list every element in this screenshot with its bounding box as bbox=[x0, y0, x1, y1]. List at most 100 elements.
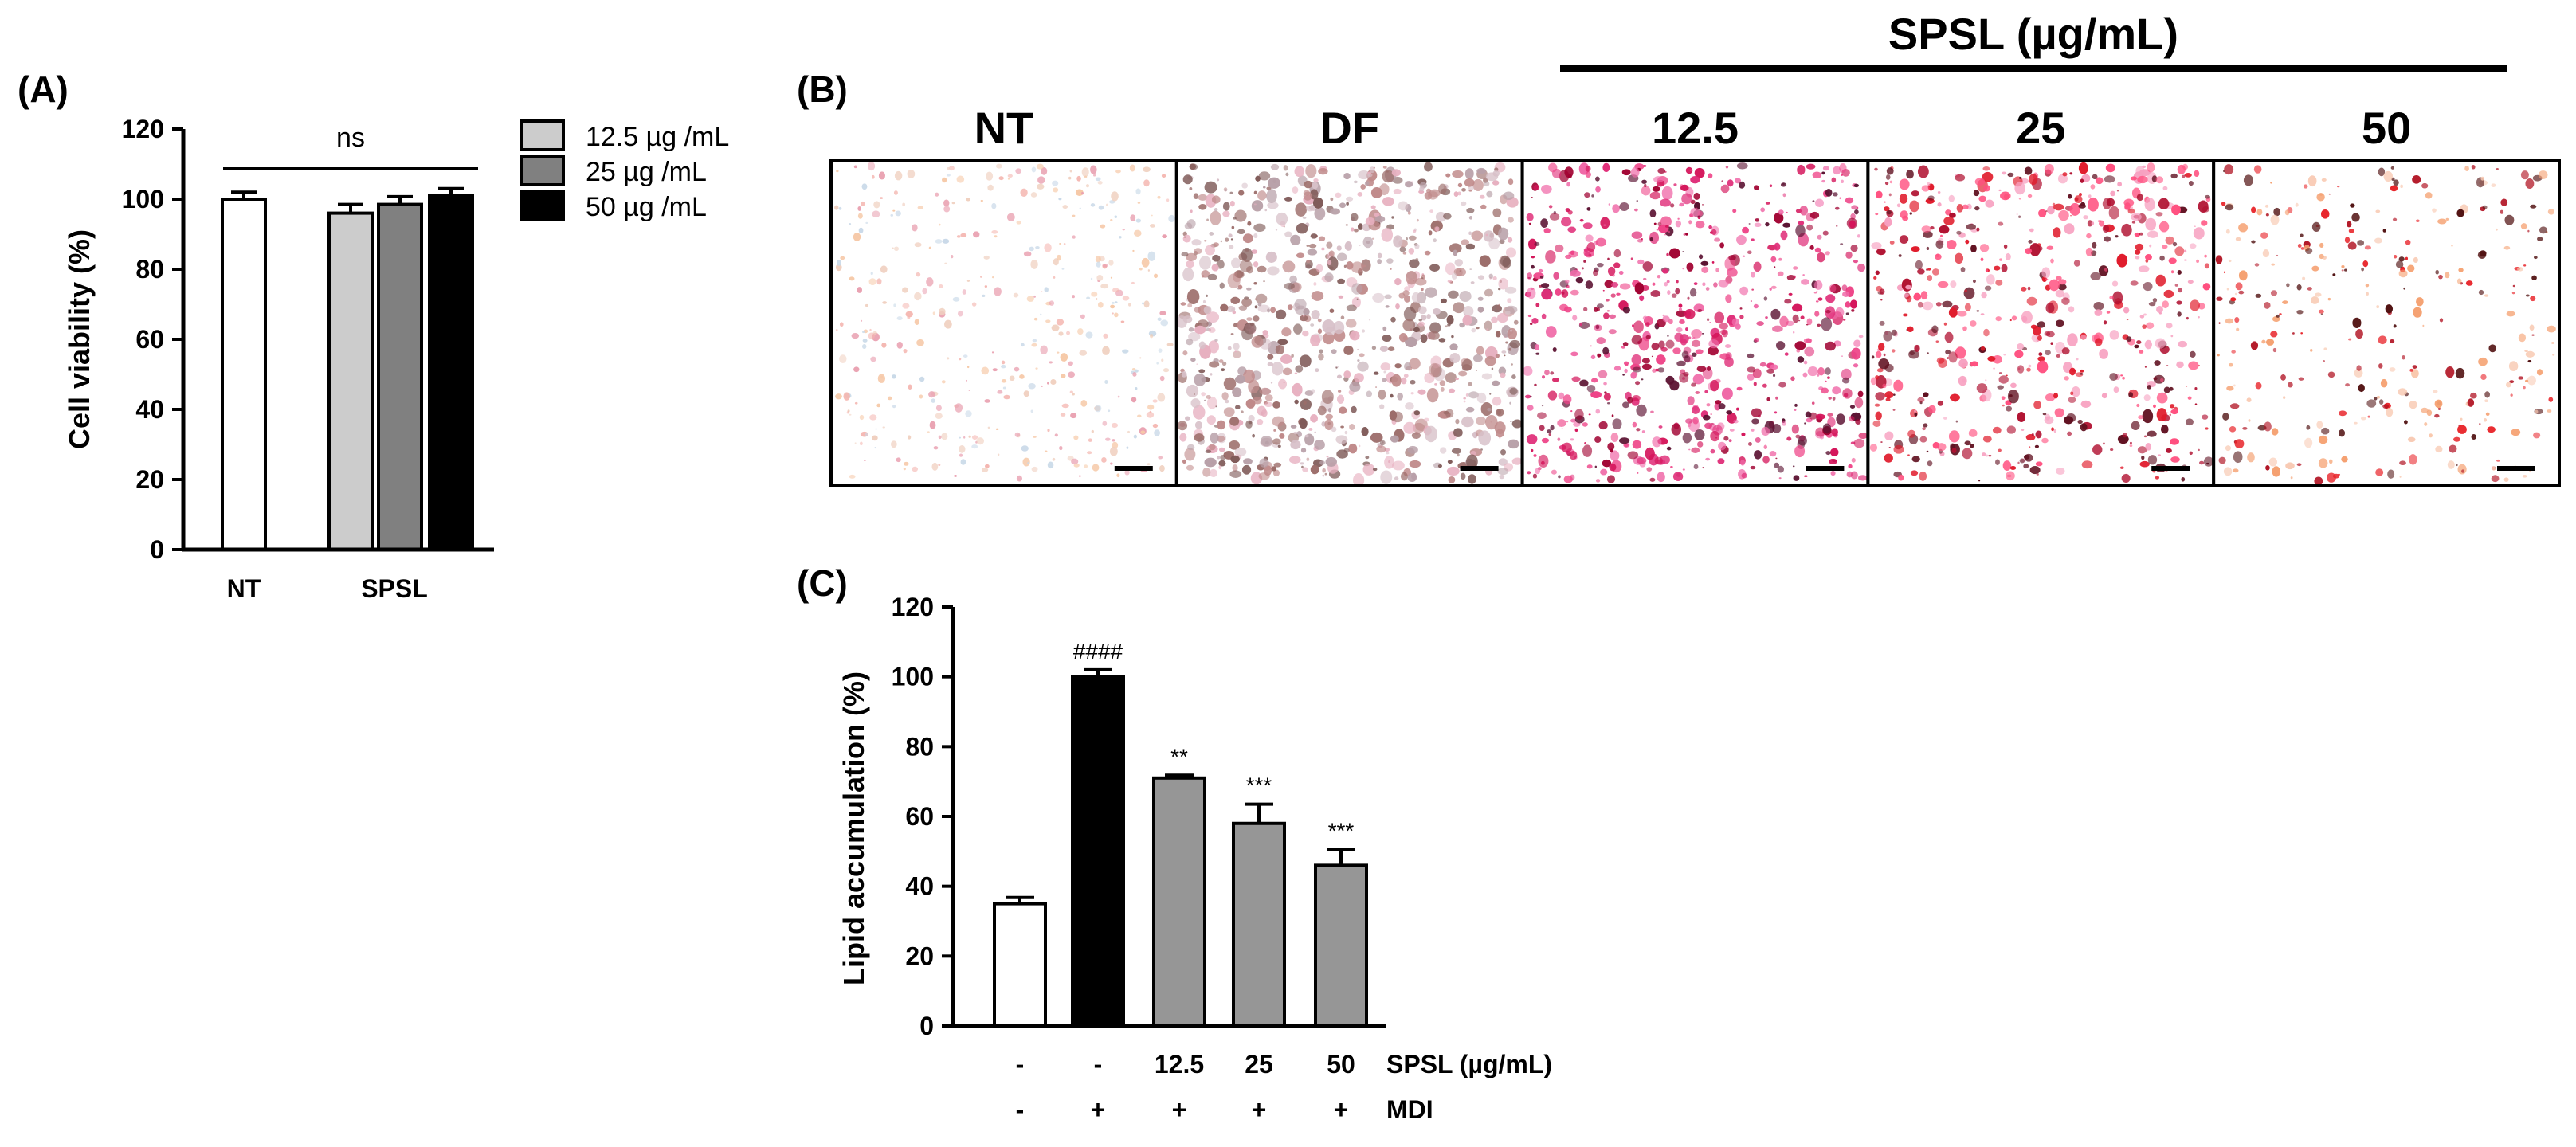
cell-speck bbox=[1061, 374, 1066, 378]
cell-speck bbox=[2186, 316, 2189, 320]
cell-speck bbox=[1370, 187, 1382, 198]
cell-speck bbox=[1426, 314, 1431, 319]
cell-speck bbox=[2524, 379, 2529, 382]
cell-speck bbox=[1533, 454, 1537, 457]
cell-speck bbox=[2262, 249, 2270, 258]
cell-speck bbox=[1443, 213, 1452, 220]
cell-speck bbox=[1263, 186, 1266, 189]
cell-speck bbox=[1060, 413, 1066, 417]
cell-speck bbox=[951, 202, 955, 205]
cell-speck bbox=[2510, 393, 2513, 397]
cell-speck bbox=[1795, 224, 1806, 237]
treatment-table: ---+12.5+25+50+ bbox=[1016, 1050, 1355, 1124]
cell-speck bbox=[1281, 327, 1292, 337]
cell-speck bbox=[2136, 340, 2142, 345]
cell-speck bbox=[1954, 252, 1964, 264]
cell-speck bbox=[1221, 368, 1225, 372]
cell-speck bbox=[2110, 190, 2116, 197]
spsl-header-label: SPSL (µg/mL) bbox=[1888, 9, 2178, 59]
cell-speck bbox=[1874, 167, 1878, 171]
cell-speck bbox=[1154, 429, 1160, 436]
cell-speck bbox=[1196, 363, 1198, 365]
cell-speck bbox=[1079, 350, 1088, 356]
cell-speck bbox=[1708, 339, 1719, 349]
cell-speck bbox=[1027, 462, 1029, 464]
cell-speck bbox=[2080, 369, 2084, 373]
cell-speck bbox=[1695, 390, 1700, 394]
cell-speck bbox=[2529, 470, 2532, 472]
cell-speck bbox=[1270, 382, 1273, 384]
cell-speck bbox=[1426, 387, 1439, 403]
cell-speck bbox=[1920, 291, 1928, 300]
cell-speck bbox=[2432, 208, 2437, 213]
cell-speck bbox=[2233, 384, 2236, 387]
cell-speck bbox=[1986, 268, 1989, 272]
micrograph-panel: SPSL (µg/mL) NT DF 12.5 25 50 bbox=[829, 9, 2561, 487]
cell-speck bbox=[1202, 468, 1211, 477]
cell-speck bbox=[1335, 366, 1338, 369]
cell-speck bbox=[1909, 212, 1912, 215]
cell-speck bbox=[1007, 174, 1013, 178]
cell-speck bbox=[880, 375, 884, 379]
cell-speck bbox=[1192, 405, 1206, 420]
cell-speck bbox=[1112, 439, 1115, 442]
legend-label-12-5: 12.5 µg /mL bbox=[586, 122, 729, 152]
cell-speck bbox=[1853, 363, 1859, 368]
y-tick-label: 0 bbox=[150, 535, 164, 564]
cell-speck bbox=[1950, 280, 1957, 288]
cell-speck bbox=[1238, 190, 1245, 196]
cell-speck bbox=[2177, 311, 2182, 317]
cell-speck bbox=[1194, 248, 1202, 255]
cell-speck bbox=[1586, 464, 1593, 469]
cell-speck bbox=[1602, 459, 1612, 468]
cell-speck bbox=[1110, 276, 1113, 279]
cell-speck bbox=[2434, 399, 2443, 409]
cell-speck bbox=[1326, 241, 1333, 249]
cell-speck bbox=[1878, 343, 1885, 351]
cell-speck bbox=[1267, 354, 1274, 360]
cell-speck bbox=[985, 464, 990, 468]
cell-speck bbox=[849, 474, 856, 479]
cell-speck bbox=[2429, 433, 2433, 438]
cell-speck bbox=[2204, 263, 2210, 269]
cell-speck bbox=[1007, 178, 1010, 180]
cell-speck bbox=[1437, 464, 1443, 468]
cell-speck bbox=[1695, 349, 1704, 354]
cell-speck bbox=[916, 339, 924, 346]
cell-speck bbox=[1461, 416, 1474, 428]
cell-speck bbox=[1997, 385, 2004, 390]
cell-speck bbox=[2064, 416, 2074, 425]
cell-speck bbox=[2031, 433, 2034, 436]
cell-speck bbox=[1115, 170, 1121, 174]
cell-speck bbox=[1878, 358, 1890, 370]
cell-speck bbox=[1090, 277, 1093, 280]
cell-speck bbox=[1535, 352, 1540, 355]
cell-speck bbox=[2137, 446, 2147, 454]
cell-speck bbox=[874, 447, 877, 449]
cell-speck bbox=[1492, 380, 1500, 386]
cell-speck bbox=[1390, 393, 1394, 398]
cell-speck bbox=[1972, 279, 1976, 284]
cell-speck bbox=[1873, 276, 1877, 280]
cell-speck bbox=[1116, 473, 1120, 478]
cell-speck bbox=[1622, 342, 1629, 346]
cell-speck bbox=[1627, 397, 1633, 404]
cell-speck bbox=[1182, 174, 1193, 185]
cell-speck bbox=[1634, 208, 1638, 212]
cell-speck bbox=[1884, 206, 1890, 212]
cell-speck bbox=[1642, 261, 1653, 272]
cell-speck bbox=[1072, 214, 1076, 217]
cell-speck bbox=[2166, 323, 2173, 329]
cell-speck bbox=[2006, 374, 2008, 377]
cell-speck bbox=[1292, 382, 1303, 397]
cell-speck bbox=[1677, 217, 1680, 220]
cell-speck bbox=[1584, 192, 1590, 198]
cell-speck bbox=[1529, 323, 1533, 326]
cell-speck bbox=[1091, 429, 1094, 433]
cell-speck bbox=[1471, 327, 1476, 333]
cell-speck bbox=[2394, 255, 2398, 259]
cell-speck bbox=[868, 332, 876, 339]
cell-speck bbox=[1284, 196, 1292, 202]
cell-speck bbox=[2224, 164, 2234, 175]
cell-speck bbox=[1108, 409, 1111, 413]
